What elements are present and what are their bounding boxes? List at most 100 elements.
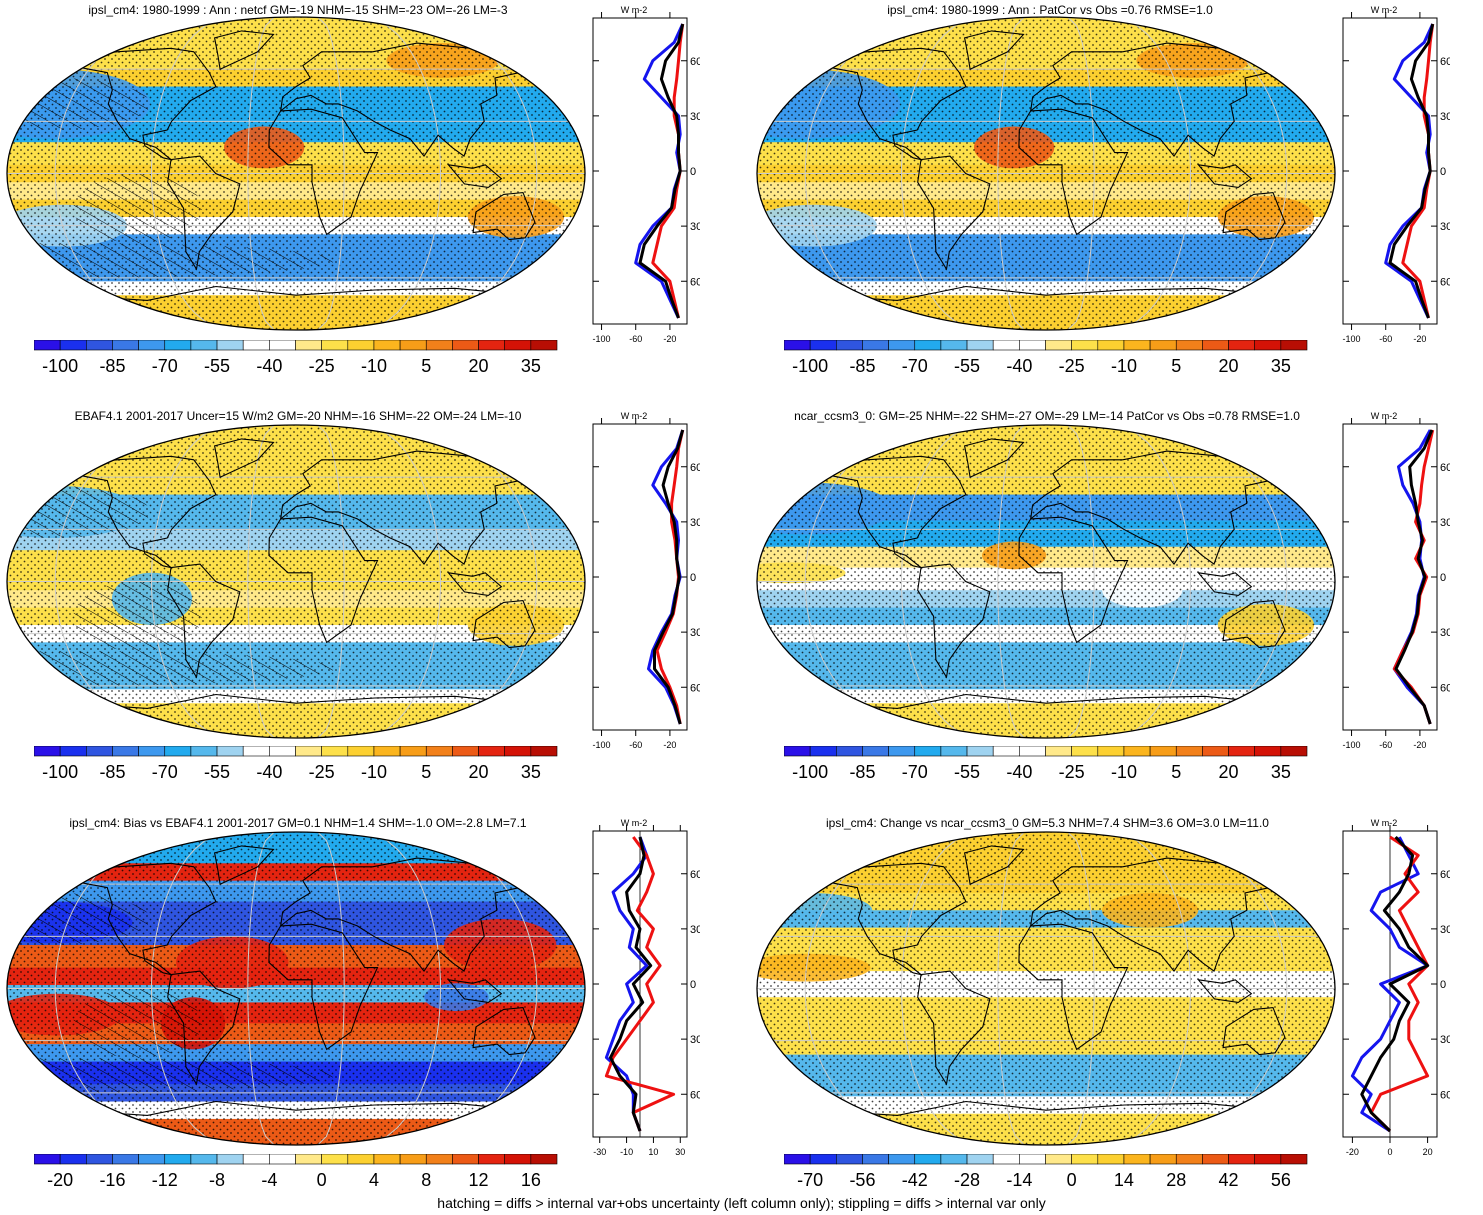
colorbar-swatch — [1097, 1154, 1125, 1165]
colorbar-swatch — [112, 340, 139, 351]
coastline — [472, 1007, 536, 1056]
colorbar-swatch — [373, 1154, 401, 1165]
profile-x-label: -100 — [1343, 334, 1361, 344]
profile-lat-label: 0 — [1440, 166, 1446, 178]
panel-3-colorbar: -100-85-70-55-40-25-105203550 — [34, 746, 558, 782]
colorbar-swatch — [1228, 746, 1255, 757]
profile-series-blue — [634, 23, 685, 319]
map-outline — [6, 831, 586, 1146]
profile-series-black — [638, 23, 685, 319]
colorbar-swatch — [1254, 1154, 1282, 1165]
coastline — [167, 155, 241, 271]
colorbar-swatch — [164, 1154, 192, 1165]
profile-x-label: -60 — [1379, 740, 1392, 750]
colorbar-swatch — [862, 746, 889, 757]
colorbar-swatch — [1045, 340, 1072, 351]
hatching — [73, 581, 202, 652]
colorbar-swatch — [164, 340, 192, 351]
colorbar-swatch — [504, 340, 532, 351]
colorbar-swatch — [295, 746, 322, 757]
panel-2-title: ipsl_cm4: 1980-1999 : Ann : PatCor vs Ob… — [887, 3, 1213, 17]
coastline — [268, 108, 379, 236]
colorbar-swatch — [1123, 746, 1151, 757]
colorbar-label: 16 — [521, 1170, 541, 1190]
panel-4-colorbar: -100-85-70-55-40-25-105203550 — [784, 746, 1308, 782]
coastline — [65, 693, 527, 738]
profile-unit-label: W m-2 — [1371, 411, 1398, 421]
colorbar-label: -100 — [42, 762, 78, 782]
colorbar-swatch — [190, 746, 218, 757]
map-outline — [6, 16, 586, 331]
colorbar-swatch — [1202, 746, 1229, 757]
profile-lat-label: 30N — [690, 517, 700, 529]
colorbar-swatch — [295, 340, 322, 351]
coastline — [917, 970, 991, 1086]
colorbar-swatch — [347, 340, 375, 351]
panel-6-profile: W m-2 60N 30N 0 30S 60S -20 0 20 — [1342, 818, 1450, 1157]
panel-3-profile: W m-2 60N 30N 0 30S 60S -100 -60 -20 — [592, 411, 700, 750]
profile-lat-label: 60S — [1440, 276, 1450, 288]
profile-unit-label: W m-2 — [621, 818, 648, 828]
colorbar-label: -55 — [954, 762, 980, 782]
colorbar-label: -16 — [99, 1170, 125, 1190]
colorbar-swatch — [373, 340, 401, 351]
coastline — [963, 30, 1025, 71]
colorbar-swatch — [1202, 1154, 1229, 1165]
profile-lat-label: 0 — [690, 572, 696, 584]
colorbar-label: -40 — [1006, 356, 1032, 376]
colorbar-swatch — [269, 340, 296, 351]
colorbar-label: 5 — [421, 356, 431, 376]
panel-2-colorbar: -100-85-70-55-40-25-105203550 — [784, 340, 1308, 376]
panel-6-title: ipsl_cm4: Change vs ncar_ccsm3_0 GM=5.3 … — [826, 816, 1269, 830]
colorbar-swatch — [34, 1154, 61, 1165]
colorbar-swatch — [242, 746, 270, 757]
profile-lat-label: 30S — [690, 627, 700, 639]
profile-series-red — [604, 836, 676, 1132]
colorbar-swatch — [809, 1154, 837, 1165]
coastline — [268, 923, 379, 1051]
profile-series-blue — [604, 836, 649, 1132]
profile-x-label: 10 — [648, 1147, 658, 1157]
colorbar-label: -42 — [902, 1170, 928, 1190]
coastline — [279, 42, 538, 158]
colorbar-swatch — [1097, 340, 1125, 351]
colorbar-swatch — [1254, 340, 1282, 351]
colorbar-swatch — [1045, 1154, 1072, 1165]
coastline — [1018, 923, 1129, 1051]
coastline — [70, 862, 217, 976]
colorbar-swatch — [940, 746, 968, 757]
coastline — [447, 979, 503, 1003]
colorbar-swatch — [478, 1154, 505, 1165]
map-outline — [756, 424, 1336, 739]
colorbar-label: -20 — [47, 1170, 73, 1190]
colorbar-swatch — [504, 1154, 532, 1165]
colorbar-swatch — [321, 746, 349, 757]
colorbar-label: -10 — [1111, 356, 1137, 376]
panel-2-map — [756, 16, 1336, 331]
coastline — [963, 845, 1025, 886]
colorbar-label: -85 — [99, 762, 125, 782]
colorbar-label: 5 — [1171, 762, 1181, 782]
colorbar-swatch — [1280, 340, 1308, 351]
colorbar-label: 35 — [1271, 356, 1291, 376]
profile-x-label: -10 — [620, 1147, 633, 1157]
profile-frame — [1342, 17, 1438, 325]
profile-lat-label: 60N — [1440, 869, 1450, 881]
colorbar-label: -55 — [954, 356, 980, 376]
colorbar-swatch — [216, 1154, 244, 1165]
colorbar-label: -10 — [361, 762, 387, 782]
profile-lat-label: 60S — [690, 276, 700, 288]
colorbar-label: 20 — [1219, 356, 1239, 376]
colorbar-swatch — [992, 1154, 1020, 1165]
colorbar-swatch — [1202, 340, 1229, 351]
profile-x-label: 20 — [1423, 1147, 1433, 1157]
colorbar-label: -85 — [849, 762, 875, 782]
colorbar-swatch — [242, 1154, 270, 1165]
colorbar-swatch — [1254, 746, 1282, 757]
colorbar-label: 12 — [469, 1170, 489, 1190]
profile-lat-label: 60N — [690, 462, 700, 474]
profile-series-black — [1360, 835, 1430, 1133]
colorbar-label: -8 — [209, 1170, 225, 1190]
colorbar-label: 20 — [1219, 762, 1239, 782]
profile-x-label: -60 — [629, 334, 642, 344]
